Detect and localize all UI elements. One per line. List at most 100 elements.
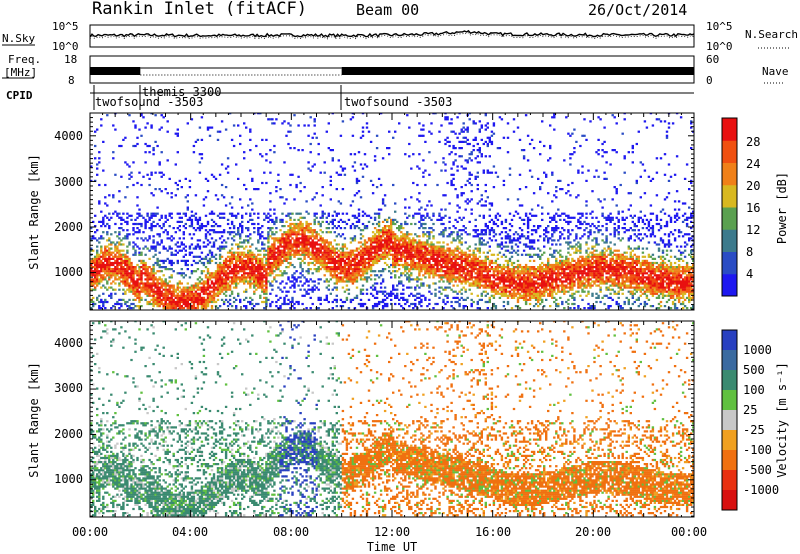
heatmap-cell bbox=[480, 194, 483, 197]
heatmap-cell bbox=[261, 278, 264, 281]
heatmap-cell bbox=[357, 251, 361, 254]
heatmap-cell bbox=[472, 249, 475, 252]
heatmap-cell bbox=[456, 220, 459, 223]
heatmap-cell bbox=[269, 272, 272, 275]
heatmap-cell bbox=[235, 276, 238, 279]
heatmap-cell bbox=[192, 227, 196, 230]
heatmap-cell bbox=[456, 245, 459, 248]
heatmap-cell bbox=[428, 235, 431, 238]
heatmap-cell bbox=[357, 270, 361, 273]
heatmap-cell bbox=[271, 243, 274, 246]
heatmap-cell bbox=[257, 227, 260, 230]
heatmap-cell bbox=[212, 296, 216, 299]
heatmap-cell bbox=[337, 220, 340, 223]
heatmap-cell bbox=[476, 270, 479, 273]
heatmap-cell bbox=[263, 171, 266, 174]
heatmap-cell bbox=[289, 212, 292, 215]
heatmap-cell bbox=[450, 183, 453, 187]
heatmap-cell bbox=[357, 151, 361, 154]
heatmap-cell bbox=[349, 278, 353, 281]
heatmap-cell bbox=[196, 245, 200, 248]
heatmap-cell bbox=[315, 259, 318, 262]
heatmap-cell bbox=[265, 216, 268, 219]
heatmap-cell bbox=[275, 294, 278, 297]
heatmap-cell bbox=[162, 222, 165, 226]
heatmap-cell bbox=[128, 263, 131, 267]
heatmap-cell bbox=[202, 292, 206, 295]
heatmap-cell bbox=[466, 138, 469, 141]
heatmap-cell bbox=[375, 302, 379, 306]
heatmap-cell bbox=[309, 237, 312, 240]
heatmap-cell bbox=[144, 274, 147, 277]
heatmap-cell bbox=[367, 276, 371, 279]
heatmap-cell bbox=[128, 243, 131, 246]
heatmap-cell bbox=[359, 298, 363, 301]
heatmap-cell bbox=[472, 138, 475, 141]
heatmap-cell bbox=[271, 231, 274, 234]
heatmap-cell bbox=[152, 294, 155, 297]
heatmap-cell bbox=[335, 286, 338, 289]
heatmap-cell bbox=[283, 272, 286, 275]
heatmap-cell bbox=[440, 245, 443, 248]
heatmap-cell bbox=[317, 268, 320, 271]
heatmap-cell bbox=[436, 253, 439, 256]
heatmap-cell bbox=[204, 282, 208, 285]
heatmap-cell bbox=[347, 251, 351, 254]
heatmap-cell bbox=[388, 292, 391, 295]
heatmap-cell bbox=[267, 212, 270, 215]
heatmap-cell bbox=[261, 286, 264, 289]
heatmap-cell bbox=[484, 140, 487, 143]
heatmap-cell bbox=[261, 290, 264, 293]
heatmap-cell bbox=[412, 181, 415, 185]
heatmap-cell bbox=[325, 216, 328, 219]
heatmap-cell bbox=[94, 286, 97, 289]
heatmap-cell bbox=[122, 259, 125, 262]
heatmap-cell bbox=[116, 272, 119, 275]
heatmap-cell bbox=[128, 268, 131, 271]
heatmap-cell bbox=[422, 231, 425, 234]
heatmap-cell bbox=[164, 188, 167, 191]
heatmap-cell bbox=[132, 227, 135, 230]
heatmap-cell bbox=[271, 261, 274, 265]
heatmap-cell bbox=[122, 268, 125, 271]
heatmap-cell bbox=[226, 157, 230, 160]
heatmap-cell bbox=[363, 268, 367, 271]
heatmap-cell bbox=[96, 261, 99, 265]
heatmap-cell bbox=[118, 272, 121, 275]
heatmap-cell bbox=[295, 247, 298, 250]
heatmap-cell bbox=[124, 255, 127, 258]
heatmap-cell bbox=[150, 113, 153, 115]
heatmap-cell bbox=[293, 245, 296, 248]
heatmap-cell bbox=[327, 212, 330, 215]
heatmap-cell bbox=[104, 249, 107, 252]
heatmap-cell bbox=[230, 259, 234, 262]
heatmap-cell bbox=[285, 255, 288, 258]
heatmap-cell bbox=[309, 142, 312, 146]
heatmap-cell bbox=[337, 159, 340, 162]
heatmap-cell bbox=[150, 173, 153, 176]
heatmap-cell bbox=[216, 268, 220, 271]
heatmap-cell bbox=[305, 249, 308, 252]
heatmap-cell bbox=[164, 214, 167, 217]
heatmap-cell bbox=[317, 255, 320, 258]
heatmap-cell bbox=[90, 268, 93, 271]
heatmap-cell bbox=[259, 266, 262, 269]
heatmap-cell bbox=[287, 233, 290, 236]
heatmap-cell bbox=[488, 270, 491, 273]
heatmap-cell bbox=[486, 225, 489, 228]
heatmap-cell bbox=[458, 206, 461, 209]
heatmap-cell bbox=[146, 239, 149, 242]
heatmap-cell bbox=[257, 276, 260, 279]
heatmap-cell bbox=[172, 286, 175, 289]
heatmap-cell bbox=[289, 247, 292, 250]
heatmap-cell bbox=[94, 259, 97, 262]
heatmap-cell bbox=[319, 204, 322, 207]
heatmap-cell bbox=[174, 243, 177, 246]
heatmap-cell bbox=[200, 288, 204, 291]
heatmap-cell bbox=[428, 231, 431, 234]
heatmap-cell bbox=[142, 116, 145, 119]
heatmap-cell bbox=[114, 268, 117, 271]
heatmap-cell bbox=[436, 259, 439, 262]
heatmap-cell bbox=[377, 212, 381, 215]
heatmap-cell bbox=[424, 243, 427, 246]
